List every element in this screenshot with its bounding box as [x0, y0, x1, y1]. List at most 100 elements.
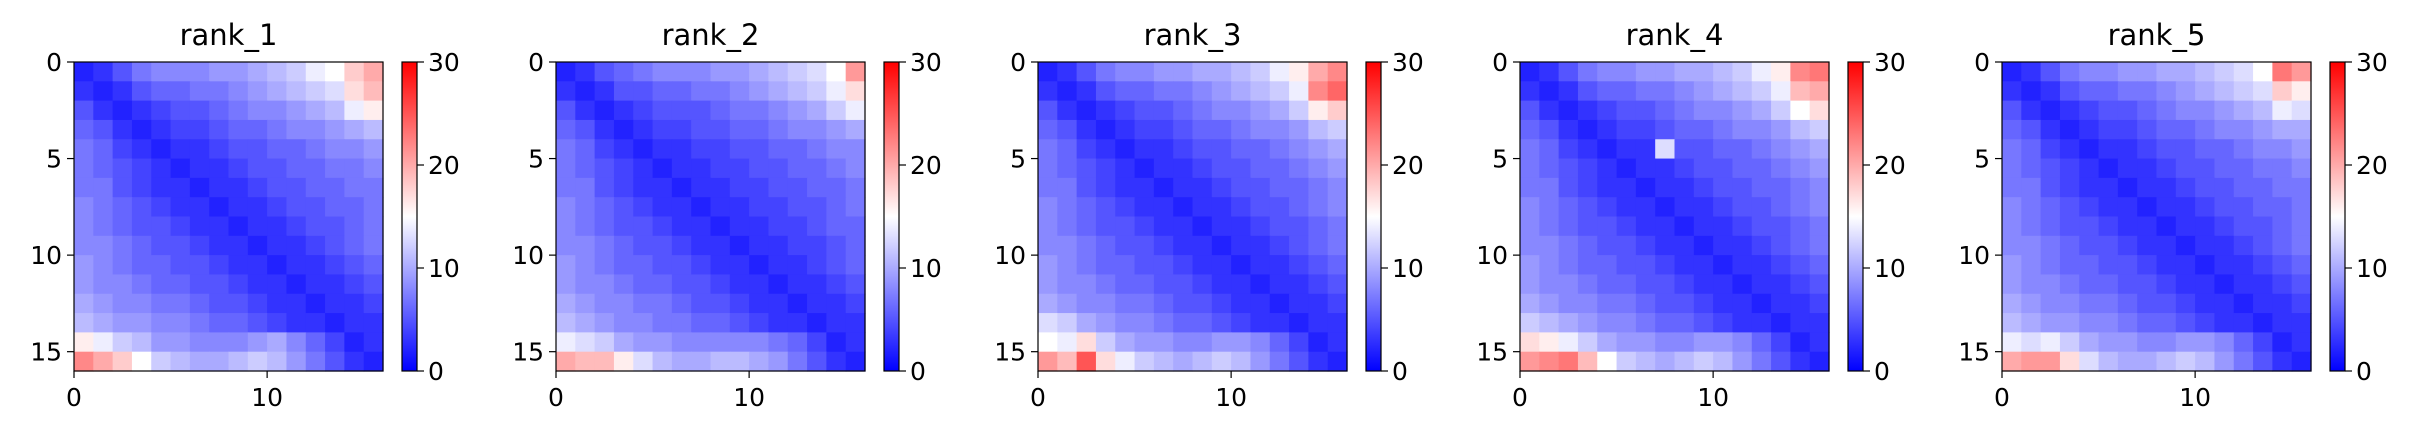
axes-frame: [1519, 61, 1830, 372]
heatmap-cell: [2117, 139, 2138, 160]
heatmap-cell: [845, 255, 866, 276]
heatmap-cell: [1211, 332, 1232, 353]
heatmap-cell: [2156, 158, 2177, 179]
colorbar-tick-label: 20: [910, 151, 942, 180]
heatmap-cell: [729, 100, 750, 121]
heatmap-cell: [613, 139, 634, 160]
heatmap-cell: [1732, 197, 1753, 218]
heatmap-cell: [1713, 158, 1734, 179]
heatmap-cell: [787, 197, 808, 218]
heatmap-cell: [363, 158, 384, 179]
heatmap-cell: [594, 177, 615, 198]
heatmap-cell: [170, 62, 191, 82]
heatmap-cell: [1211, 62, 1232, 82]
panel-title: rank_2: [662, 18, 760, 52]
heatmap-cell: [1597, 158, 1618, 179]
heatmap-cell: [325, 216, 345, 237]
heatmap-cell: [305, 81, 326, 102]
heatmap-cell: [286, 158, 307, 179]
heatmap-cell: [2214, 62, 2235, 82]
heatmap-cell: [1790, 235, 1811, 256]
heatmap-cell: [845, 332, 866, 353]
heatmap-cell: [2272, 177, 2293, 198]
heatmap-cell: [1751, 177, 1772, 198]
heatmap-cell: [807, 293, 827, 314]
heatmap-cell: [749, 197, 770, 218]
heatmap-cell: [247, 139, 268, 160]
heatmap-cell: [1558, 293, 1579, 314]
heatmap-cell: [1693, 139, 1714, 160]
heatmap-cell: [1616, 255, 1637, 276]
heatmap-cell: [344, 119, 365, 140]
heatmap-cell: [2195, 100, 2216, 121]
heatmap-cell: [1809, 235, 1830, 256]
heatmap-cell: [1038, 139, 1058, 160]
heatmap-cell: [228, 158, 249, 179]
heatmap-cells: [74, 62, 384, 372]
heatmap-cell: [2079, 255, 2100, 276]
heatmap-cell: [267, 235, 288, 256]
heatmap-cell: [787, 100, 808, 121]
heatmap-cell: [575, 158, 596, 179]
heatmap-cell: [2021, 81, 2042, 102]
heatmap-cell: [1327, 235, 1348, 256]
heatmap-cell: [1211, 139, 1232, 160]
heatmap-cell: [325, 255, 345, 276]
heatmap-cell: [1076, 81, 1097, 102]
heatmap-cell: [1597, 100, 1618, 121]
heatmap-cell: [363, 81, 384, 102]
heatmap-cell: [2233, 313, 2254, 333]
heatmap-cell: [2040, 62, 2061, 82]
heatmap-cell: [1616, 351, 1637, 372]
heatmap-cell: [2137, 62, 2158, 82]
heatmap-cell: [1597, 313, 1618, 333]
heatmap-cell: [1115, 255, 1136, 276]
heatmap-cell: [2079, 81, 2100, 102]
heatmap-cell: [2175, 158, 2196, 179]
y-tick-label: 5: [1010, 145, 1026, 174]
heatmap-cell: [1289, 158, 1309, 179]
colorbar-tick-label: 30: [1392, 48, 1424, 77]
heatmap-cell: [826, 351, 847, 372]
heatmap-cell: [1577, 177, 1598, 198]
heatmap-cell: [2195, 313, 2216, 333]
heatmap-cell: [1635, 351, 1656, 372]
colorbar-tick-label: 0: [428, 357, 444, 386]
heatmap-cell: [556, 351, 576, 372]
heatmap-cell: [2272, 235, 2293, 256]
heatmap-cell: [2040, 197, 2061, 218]
heatmap-cell: [2233, 100, 2254, 121]
heatmap-cell: [768, 255, 789, 276]
y-tick-label: 5: [528, 145, 544, 174]
heatmap-cell: [2233, 197, 2254, 218]
heatmap-cell: [228, 100, 249, 121]
heatmap-cell: [1635, 158, 1656, 179]
heatmap-cell: [2195, 216, 2216, 237]
heatmap-cell: [93, 255, 114, 276]
heatmap-cell: [1751, 139, 1772, 160]
heatmap-cell: [2233, 216, 2254, 237]
heatmap-cell: [1809, 197, 1830, 218]
heatmap-cell: [170, 177, 191, 198]
heatmap-cell: [1771, 332, 1791, 353]
heatmap-cell: [1115, 62, 1136, 82]
heatmap-cell: [652, 293, 673, 314]
heatmap-cell: [1076, 158, 1097, 179]
heatmap-cell: [2195, 255, 2216, 276]
heatmap-cell: [1038, 313, 1058, 333]
heatmap-cell: [575, 100, 596, 121]
heatmap-cell: [209, 62, 230, 82]
heatmap-cell: [1771, 177, 1791, 198]
heatmap-cell: [2291, 119, 2312, 140]
heatmap-cell: [613, 197, 634, 218]
heatmap-cell: [209, 119, 230, 140]
heatmap-cell: [787, 216, 808, 237]
heatmap-cell: [1076, 100, 1097, 121]
heatmap-cell: [613, 177, 634, 198]
heatmap-cell: [74, 197, 94, 218]
colorbar-tick-label: 20: [2356, 151, 2388, 180]
heatmap-cell: [710, 197, 731, 218]
heatmap-cell: [2079, 216, 2100, 237]
heatmap-cell: [652, 235, 673, 256]
heatmap-cell: [1674, 62, 1695, 82]
